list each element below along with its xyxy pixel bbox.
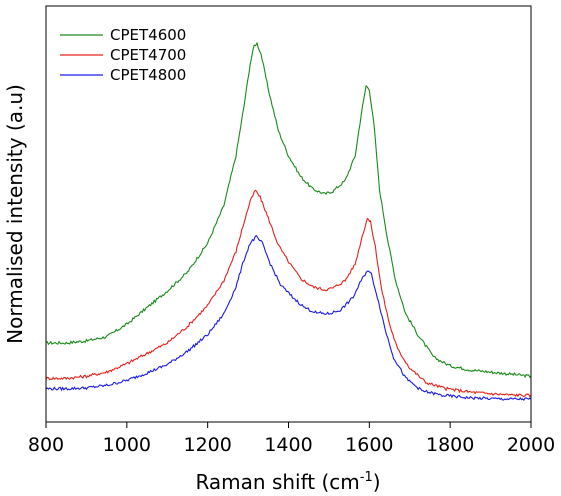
x-tick-label-1400: 1400 xyxy=(264,434,312,456)
x-axis-title-main: Raman shift (cm xyxy=(195,470,359,494)
x-tick-label-1000: 1000 xyxy=(103,434,151,456)
x-tick-label-2000: 2000 xyxy=(507,434,555,456)
x-tick-label-1600: 1600 xyxy=(345,434,393,456)
x-axis-title: Raman shift (cm-1) xyxy=(195,470,380,494)
series-line-cpet4800 xyxy=(45,234,532,402)
x-axis-title-suffix: ) xyxy=(373,470,381,494)
x-tick-label-1800: 1800 xyxy=(426,434,474,456)
x-tick-label-1200: 1200 xyxy=(183,434,231,456)
x-axis-ticks: 800 1000 1200 1400 1600 1800 2000 xyxy=(28,422,555,456)
series-line-cpet4600 xyxy=(45,41,532,379)
legend: CPET4600 CPET4700 CPET4800 xyxy=(60,26,186,84)
x-tick-label-800: 800 xyxy=(28,434,64,456)
y-axis-title: Normalised intensity (a.u) xyxy=(3,84,27,344)
legend-label-cpet4600: CPET4600 xyxy=(110,26,186,44)
legend-label-cpet4800: CPET4800 xyxy=(110,66,186,84)
series-line-cpet4700 xyxy=(45,189,532,398)
legend-label-cpet4700: CPET4700 xyxy=(110,46,186,64)
x-axis-title-superscript: -1 xyxy=(360,470,373,485)
series-layer xyxy=(45,41,532,402)
